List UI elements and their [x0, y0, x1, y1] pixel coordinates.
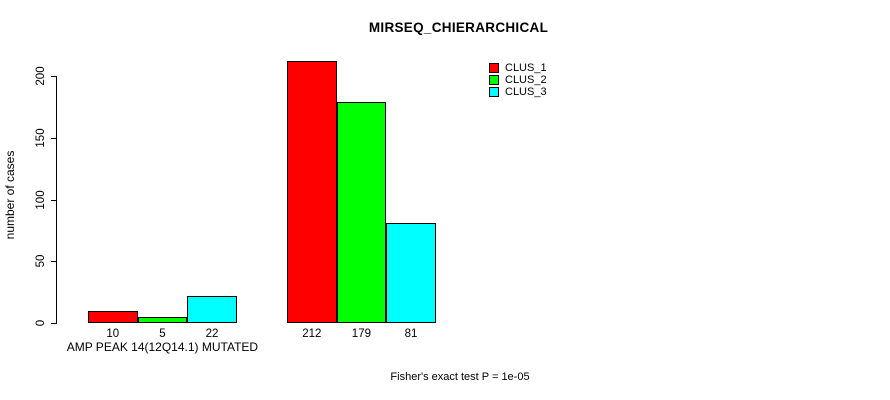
- bar-clus_3-group1: [187, 295, 237, 323]
- bar-clus_3-group2: [386, 222, 436, 323]
- y-tick-100: [51, 199, 57, 201]
- legend: CLUS_1 CLUS_2 CLUS_3: [489, 62, 547, 98]
- legend-label-clus_2: CLUS_2: [505, 74, 547, 86]
- fisher-test-annotation: Fisher's exact test P = 1e-05: [390, 371, 530, 383]
- legend-label-clus_1: CLUS_1: [505, 62, 547, 74]
- y-tick-label-100: 100: [35, 189, 47, 210]
- y-tick-label-0: 0: [35, 319, 47, 327]
- y-tick-50: [51, 261, 57, 263]
- y-tick-0: [51, 323, 57, 324]
- legend-row-clus_2: CLUS_2: [489, 74, 547, 86]
- y-tick-200: [51, 76, 57, 77]
- legend-row-clus_1: CLUS_1: [489, 62, 547, 74]
- bar-value-label-clus_1-group2: 212: [302, 328, 322, 340]
- legend-swatch-clus_3: [489, 87, 499, 97]
- bar-value-label-clus_3-group2: 81: [404, 328, 418, 340]
- bar-value-label-clus_2-group2: 179: [351, 328, 371, 340]
- bar-clus_2-group2: [336, 101, 387, 323]
- y-tick-label-200: 200: [35, 66, 47, 86]
- y-tick-150: [51, 137, 57, 139]
- bar-clus_1-group1: [88, 310, 138, 323]
- y-tick-label-150: 150: [35, 128, 47, 148]
- legend-swatch-clus_2: [489, 75, 499, 85]
- legend-swatch-clus_1: [489, 63, 499, 73]
- group-label-1: AMP PEAK 14(12Q14.1) MUTATED: [66, 340, 259, 354]
- y-tick-label-50: 50: [35, 254, 47, 268]
- chart-title: MIRSEQ_CHIERARCHICAL: [368, 20, 549, 35]
- bar-value-label-clus_3-group1: 22: [205, 328, 219, 340]
- y-axis-label: number of cases: [3, 150, 17, 240]
- bar-clus_2-group1: [137, 316, 188, 323]
- bar-value-label-clus_2-group1: 5: [159, 328, 166, 340]
- legend-row-clus_3: CLUS_3: [489, 86, 547, 98]
- bar-value-label-clus_1-group1: 10: [106, 328, 120, 340]
- legend-label-clus_3: CLUS_3: [505, 86, 547, 98]
- bar-clus_1-group2: [287, 61, 337, 323]
